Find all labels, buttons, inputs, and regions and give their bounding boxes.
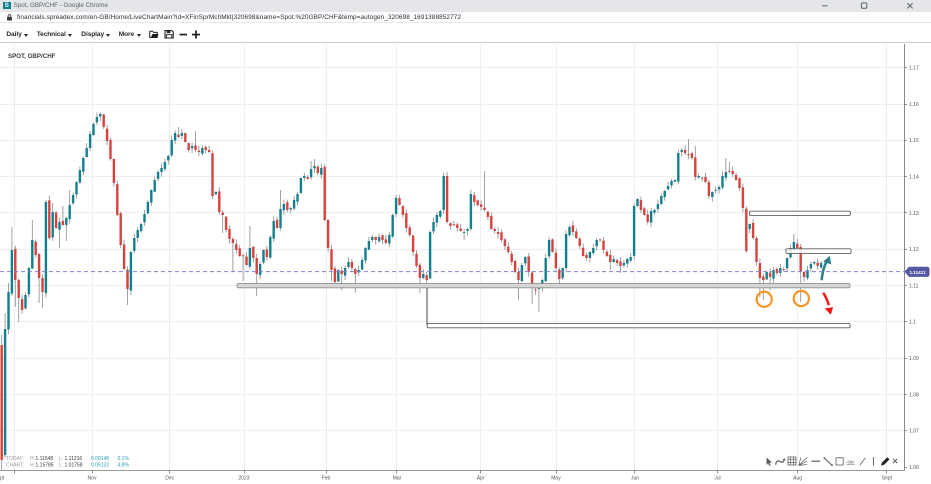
svg-text:Dec: Dec xyxy=(165,476,174,482)
svg-text:1.11: 1.11 xyxy=(909,283,919,289)
svg-text:1.16: 1.16 xyxy=(909,102,919,108)
svg-text:1.1: 1.1 xyxy=(909,320,916,326)
svg-text:H:: H: xyxy=(30,456,35,462)
svg-text:1.11411: 1.11411 xyxy=(909,270,926,275)
svg-text:TODAY:: TODAY: xyxy=(6,456,24,462)
svg-text:SPOT, GBP/CHF: SPOT, GBP/CHF xyxy=(8,53,56,60)
svg-text:1.12: 1.12 xyxy=(909,247,919,253)
svg-text:1.01758: 1.01758 xyxy=(65,463,83,469)
svg-text:2023: 2023 xyxy=(238,476,249,482)
svg-text:Abc: Abc xyxy=(845,459,855,465)
svg-text:1.09: 1.09 xyxy=(909,356,919,362)
svg-text:pt: pt xyxy=(0,476,5,482)
svg-text:0.05132: 0.05132 xyxy=(91,463,109,469)
svg-text:Sept: Sept xyxy=(882,476,893,482)
svg-text:Mar: Mar xyxy=(393,476,402,482)
svg-text:1.06: 1.06 xyxy=(909,465,919,471)
svg-text:H:: H: xyxy=(30,463,35,469)
svg-text:Nov: Nov xyxy=(88,476,97,482)
svg-text:1.07: 1.07 xyxy=(909,429,919,435)
svg-text:1.15: 1.15 xyxy=(909,138,919,144)
svg-text:4.8%: 4.8% xyxy=(118,463,130,469)
svg-text:May: May xyxy=(551,476,561,482)
svg-text:0.00148: 0.00148 xyxy=(91,456,109,462)
svg-text:Feb: Feb xyxy=(322,476,331,482)
svg-text:Apr: Apr xyxy=(477,476,485,482)
svg-text:0.1%: 0.1% xyxy=(118,456,130,462)
svg-text:1.08: 1.08 xyxy=(909,392,919,398)
svg-text:Jul: Jul xyxy=(714,476,720,482)
svg-text:L:: L: xyxy=(59,463,63,469)
svg-text:1.17: 1.17 xyxy=(909,66,919,72)
svg-text:1.15785: 1.15785 xyxy=(36,463,54,469)
svg-text:L:: L: xyxy=(59,456,63,462)
svg-text:1.14: 1.14 xyxy=(909,175,919,181)
svg-text:1.13: 1.13 xyxy=(909,211,919,217)
svg-text:Jun: Jun xyxy=(631,476,639,482)
svg-text:1.11216: 1.11216 xyxy=(65,456,83,462)
svg-text:CHART:: CHART: xyxy=(6,463,24,469)
svg-text:1.11548: 1.11548 xyxy=(36,456,54,462)
svg-text:Aug: Aug xyxy=(793,476,802,482)
